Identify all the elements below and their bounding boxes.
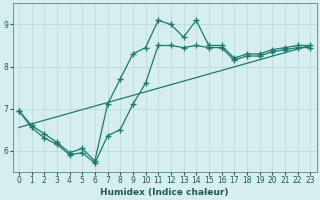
X-axis label: Humidex (Indice chaleur): Humidex (Indice chaleur) [100, 188, 229, 197]
